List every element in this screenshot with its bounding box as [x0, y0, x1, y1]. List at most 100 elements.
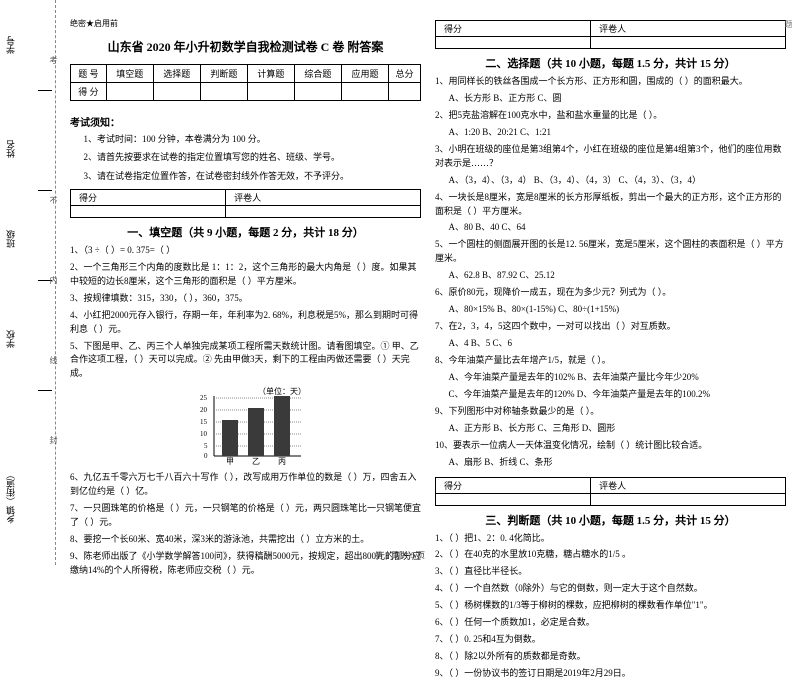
score-cell	[247, 83, 294, 101]
grader-blank	[591, 37, 786, 49]
notice-2: 2、请首先按要求在试卷的指定位置填写您的姓名、班级、学号。	[70, 150, 421, 165]
score-h3: 判断题	[200, 65, 247, 83]
choice-q9: 9、下列图形中对称轴条数最少的是（ ）。	[435, 405, 786, 419]
xlabel-2: 乙	[252, 457, 260, 466]
corner-char: 题	[783, 20, 794, 28]
seal-char: 封	[48, 436, 59, 444]
score-cell	[200, 83, 247, 101]
fill-q6: 6、九亿五千零六万七千八百六十写作（ ），改写成用万作单位的数是（ ）万，四舍五…	[70, 471, 421, 499]
notice-1: 1、考试时间：100 分钟，本卷满分为 100 分。	[70, 132, 421, 147]
score-cell	[294, 83, 341, 101]
score-value-row: 得 分	[71, 83, 421, 101]
grader-blank	[436, 493, 591, 505]
score-cell	[389, 83, 421, 101]
fill-q4: 4、小红把2000元存入银行，存期一年，年利率为2. 68%，利息税是5%，那么…	[70, 309, 421, 337]
ytick: 10	[200, 430, 208, 438]
ytick: 0	[204, 452, 208, 460]
grader-name: 评卷人	[591, 477, 786, 493]
notice-3: 3、请在试卷指定位置作答，在试卷密封线外作答无效，不予评分。	[70, 169, 421, 184]
choice-q6o: A、80×15% B、80×(1-15%) C、80÷(1+15%)	[435, 303, 786, 317]
seal-char: 内	[48, 276, 59, 284]
bar-chart: （单位：天） 25 20 15 10 5 0	[186, 386, 306, 466]
grader-box-2: 得分 评卷人	[435, 20, 786, 49]
grader-box: 得分 评卷人	[70, 189, 421, 218]
section-fill-title: 一、填空题（共 9 小题，每题 2 分，共计 18 分）	[70, 224, 421, 240]
choice-q10o: A、扇形 B、折线 C、条形	[435, 456, 786, 470]
fill-q8: 8、要挖一个长60米、宽40米，深3米的游泳池，共需挖出（ ）立方米的土。	[70, 533, 421, 547]
bar-2	[248, 408, 264, 456]
y-ticks: 25 20 15 10 5 0	[200, 394, 208, 460]
score-h0: 题 号	[71, 65, 107, 83]
column-right: 得分 评卷人 二、选择题（共 10 小题，每题 1.5 分，共计 15 分） 1…	[435, 18, 786, 559]
choice-q10: 10、要表示一位病人一天体温变化情况，绘制（ ）统计图比较合适。	[435, 439, 786, 453]
score-cell	[106, 83, 153, 101]
choice-q8o2: C、今年油菜产量是去年的120% D、今年油菜产量是去年的100.2%	[435, 388, 786, 402]
judge-q1: 1、（ ）把1、2：0. 4化简比。	[435, 532, 786, 546]
choice-q7: 7、在2，3，4，5这四个数中，一对可以找出（ ）对互质数。	[435, 320, 786, 334]
seal-char: 考	[48, 56, 59, 64]
choice-q2: 2、把5克盐溶解在100克水中，盐和盐水重量的比是（ ）。	[435, 109, 786, 123]
binding-line	[38, 390, 52, 391]
choice-q9o: A、正方形 B、长方形 C、三角形 D、圆形	[435, 422, 786, 436]
ytick: 15	[200, 418, 208, 426]
score-h4: 计算题	[247, 65, 294, 83]
ytick: 20	[200, 406, 208, 414]
grader-blank	[591, 493, 786, 505]
score-row-label: 得 分	[71, 83, 107, 101]
judge-q4: 4、（ ）一个自然数（0除外）与它的倒数，则一定大于这个自然数。	[435, 582, 786, 596]
choice-q4: 4、一块长是8厘米，宽是8厘米的长方形厚纸板，剪出一个最大的正方形，这个正方形的…	[435, 191, 786, 219]
choice-q5o: A、62.8 B、87.92 C、25.12	[435, 269, 786, 283]
judge-q5: 5、（ ）杨树棵数的1/3等于柳树的棵数，应把柳树的棵数看作单位"1"。	[435, 599, 786, 613]
choice-q7o: A、4 B、5 C、6	[435, 337, 786, 351]
section-judge-title: 三、判断题（共 10 小题，每题 1.5 分，共计 15 分）	[435, 512, 786, 528]
binding-margin: 学号 姓名 班级 学校 乡镇（街道） 考 不 内 线 封	[0, 0, 56, 565]
seal-char: 不	[48, 196, 59, 204]
judge-q3: 3、（ ）直径比半径长。	[435, 565, 786, 579]
page-root: 学号 姓名 班级 学校 乡镇（街道） 考 不 内 线 封 题 绝密★启用前 山东…	[0, 0, 800, 565]
choice-q8: 8、今年油菜产量比去年增产1/5，就是（ ）。	[435, 354, 786, 368]
grader-name: 评卷人	[591, 21, 786, 37]
score-h2: 选择题	[153, 65, 200, 83]
fill-q1: 1、（3 ÷（ ）= 0. 375=（ ）	[70, 244, 421, 258]
binding-label-name: 姓名	[4, 140, 17, 158]
fill-q5: 5、下图是甲、乙、丙三个人单独完成某项工程所需天数统计图。请看图填空。① 甲、乙…	[70, 340, 421, 382]
choice-q3o: A、（3，4）、（3，4） B、（3，4）、（4，3） C、（4，3）、（3，4…	[435, 174, 786, 188]
grader-blank	[226, 205, 421, 217]
binding-line	[38, 190, 52, 191]
section-choice-title: 二、选择题（共 10 小题，每题 1.5 分，共计 15 分）	[435, 55, 786, 71]
fill-q7: 7、一只圆珠笔的价格是（ ）元，一只钢笔的价格是（ ）元，两只圆珠笔比一只钢笔便…	[70, 502, 421, 530]
secret-label: 绝密★启用前	[70, 18, 421, 29]
choice-q4o: A、80 B、40 C、64	[435, 221, 786, 235]
notice-label: 考试须知：	[70, 114, 421, 129]
bar-1	[222, 420, 238, 456]
score-header-row: 题 号 填空题 选择题 判断题 计算题 综合题 应用题 总分	[71, 65, 421, 83]
choice-q1: 1、用同样长的铁丝各围成一个长方形、正方形和圆，围成的（ ）的面积最大。	[435, 75, 786, 89]
grader-score: 得分	[71, 189, 226, 205]
xlabel-1: 甲	[226, 457, 234, 466]
grader-score: 得分	[436, 21, 591, 37]
binding-label-class: 班级	[4, 230, 17, 248]
fill-q3: 3、按规律填数：315，330，（ ），360，375。	[70, 292, 421, 306]
score-h5: 综合题	[294, 65, 341, 83]
score-h6: 应用题	[341, 65, 388, 83]
binding-line	[38, 90, 52, 91]
bar-chart-svg: （单位：天） 25 20 15 10 5 0	[186, 386, 306, 466]
grader-blank	[71, 205, 226, 217]
grader-blank	[436, 37, 591, 49]
judge-q9: 9、（ ）一份协议书的签订日期是2019年2月29日。	[435, 667, 786, 681]
ytick: 5	[204, 442, 208, 450]
page-footer: 第 1 页 共 5 页	[0, 550, 800, 561]
judge-q7: 7、（ ）0. 25和4互为倒数。	[435, 633, 786, 647]
exam-title: 山东省 2020 年小升初数学自我检测试卷 C 卷 附答案	[70, 38, 421, 55]
choice-q6: 6、原价80元，现降价一成五，现在为多少元？列式为（ ）。	[435, 286, 786, 300]
score-cell	[153, 83, 200, 101]
binding-label-town: 乡镇（街道）	[4, 470, 17, 524]
judge-q8: 8、（ ）除2以外所有的质数都是奇数。	[435, 650, 786, 664]
score-h7: 总分	[389, 65, 421, 83]
score-table: 题 号 填空题 选择题 判断题 计算题 综合题 应用题 总分 得 分	[70, 64, 421, 101]
binding-label-id: 学号	[4, 36, 17, 54]
column-left: 绝密★启用前 山东省 2020 年小升初数学自我检测试卷 C 卷 附答案 题 号…	[70, 18, 421, 559]
fill-q2: 2、一个三角形三个内角的度数比是 1：1：2，这个三角形的最大内角是（ ）度。如…	[70, 261, 421, 289]
choice-q8o: A、今年油菜产量是去年的102% B、去年油菜产量比今年少20%	[435, 371, 786, 385]
xlabel-3: 丙	[278, 457, 286, 466]
